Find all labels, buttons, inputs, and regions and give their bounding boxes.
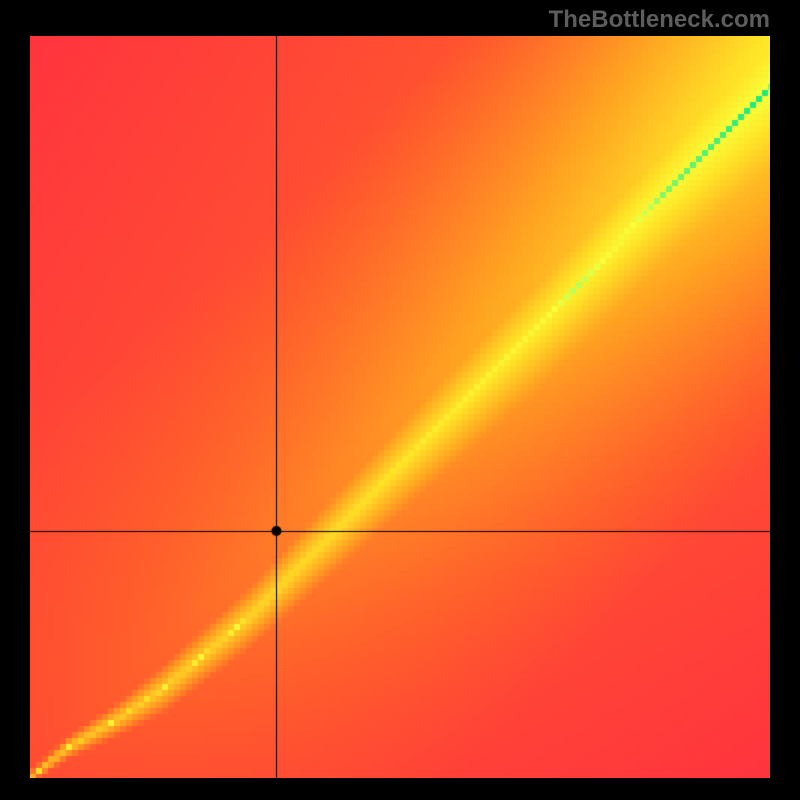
watermark-text: TheBottleneck.com <box>549 6 770 34</box>
bottleneck-heatmap <box>30 36 770 778</box>
